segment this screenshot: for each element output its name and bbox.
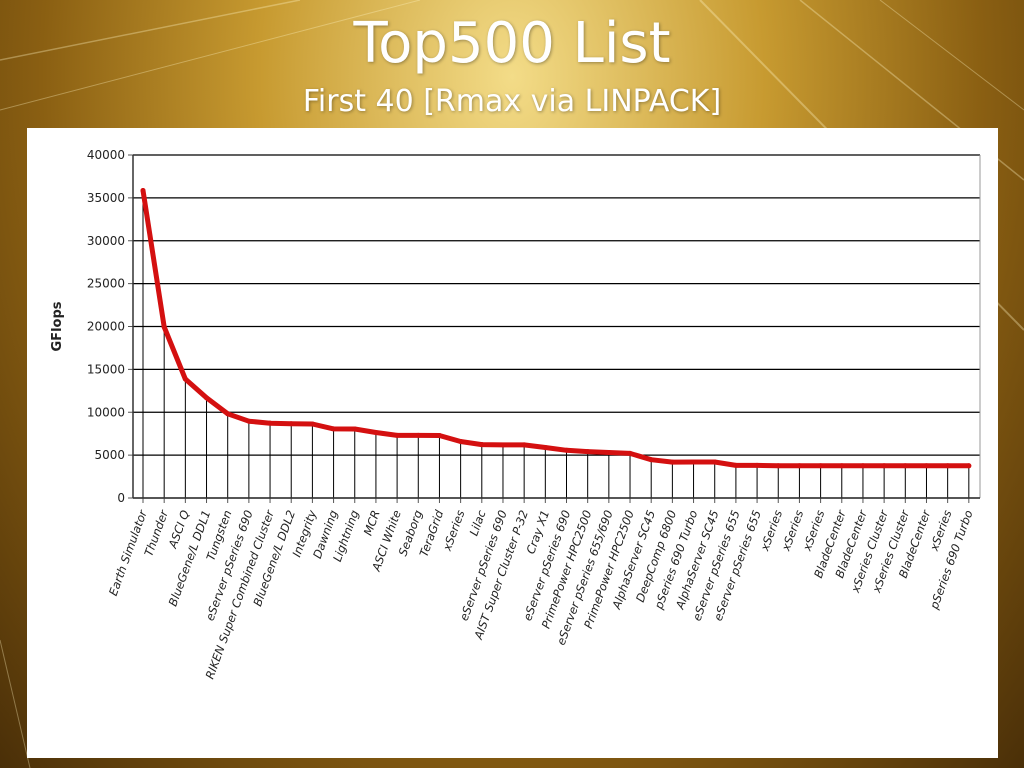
data-point (860, 463, 866, 469)
x-tick-label: MCR (361, 508, 383, 537)
data-point (288, 421, 294, 427)
data-point (500, 442, 506, 448)
y-tick-label: 35000 (87, 191, 125, 205)
data-point (691, 459, 697, 465)
data-point (415, 432, 421, 438)
y-axis-ticks: 0 5000 10000 15000 20000 25000 30000 35000 40000 (87, 148, 133, 505)
data-point (881, 463, 887, 469)
chart-panel: 0 5000 10000 15000 20000 25000 30000 35000 40000… (27, 128, 998, 758)
slide-subtitle: First 40 [Rmax via LINPACK] (302, 84, 722, 119)
data-point (627, 450, 633, 456)
y-tick-label: 15000 (87, 362, 125, 376)
drop-lines (142, 190, 970, 498)
data-point (966, 463, 972, 469)
data-point (521, 442, 527, 448)
data-point (267, 420, 273, 426)
data-point (542, 444, 548, 450)
y-tick-label: 5000 (94, 448, 125, 462)
data-point (309, 421, 315, 427)
data-point (479, 442, 485, 448)
data-point (733, 462, 739, 468)
x-tick-label: pSeries 690 Turbo (927, 508, 976, 612)
y-tick-label: 40000 (87, 148, 125, 162)
data-point (585, 449, 591, 455)
data-point (712, 459, 718, 465)
line-chart: 0 5000 10000 15000 20000 25000 30000 35000 40000… (50, 148, 981, 681)
y-tick-label: 25000 (87, 277, 125, 291)
data-point (945, 463, 951, 469)
slide-title: Top500 List (353, 11, 671, 76)
y-tick-label: 10000 (87, 405, 125, 419)
data-point (606, 449, 612, 455)
data-point (182, 376, 188, 382)
data-point (923, 463, 929, 469)
data-point (246, 418, 252, 424)
data-point (754, 462, 760, 468)
data-point (331, 426, 337, 432)
data-point (669, 459, 675, 465)
data-point (225, 411, 231, 417)
data-point (204, 395, 210, 401)
x-tick-label: Lilac (467, 508, 489, 538)
data-point (796, 463, 802, 469)
series-line (140, 188, 972, 469)
data-point (161, 324, 167, 330)
data-point (902, 463, 908, 469)
gridlines (133, 154, 981, 499)
data-points (140, 188, 972, 469)
data-point (775, 463, 781, 469)
data-point (140, 188, 146, 194)
data-point (373, 430, 379, 436)
data-point (394, 432, 400, 438)
data-point (458, 439, 464, 445)
data-point (818, 463, 824, 469)
data-point (352, 426, 358, 432)
data-point (839, 463, 845, 469)
data-point (648, 457, 654, 463)
data-point (436, 432, 442, 438)
y-tick-label: 20000 (87, 320, 125, 334)
y-axis-label: GFlops (50, 301, 65, 351)
y-tick-label: 0 (117, 491, 125, 505)
data-point (564, 447, 569, 453)
y-tick-label: 30000 (87, 234, 125, 248)
